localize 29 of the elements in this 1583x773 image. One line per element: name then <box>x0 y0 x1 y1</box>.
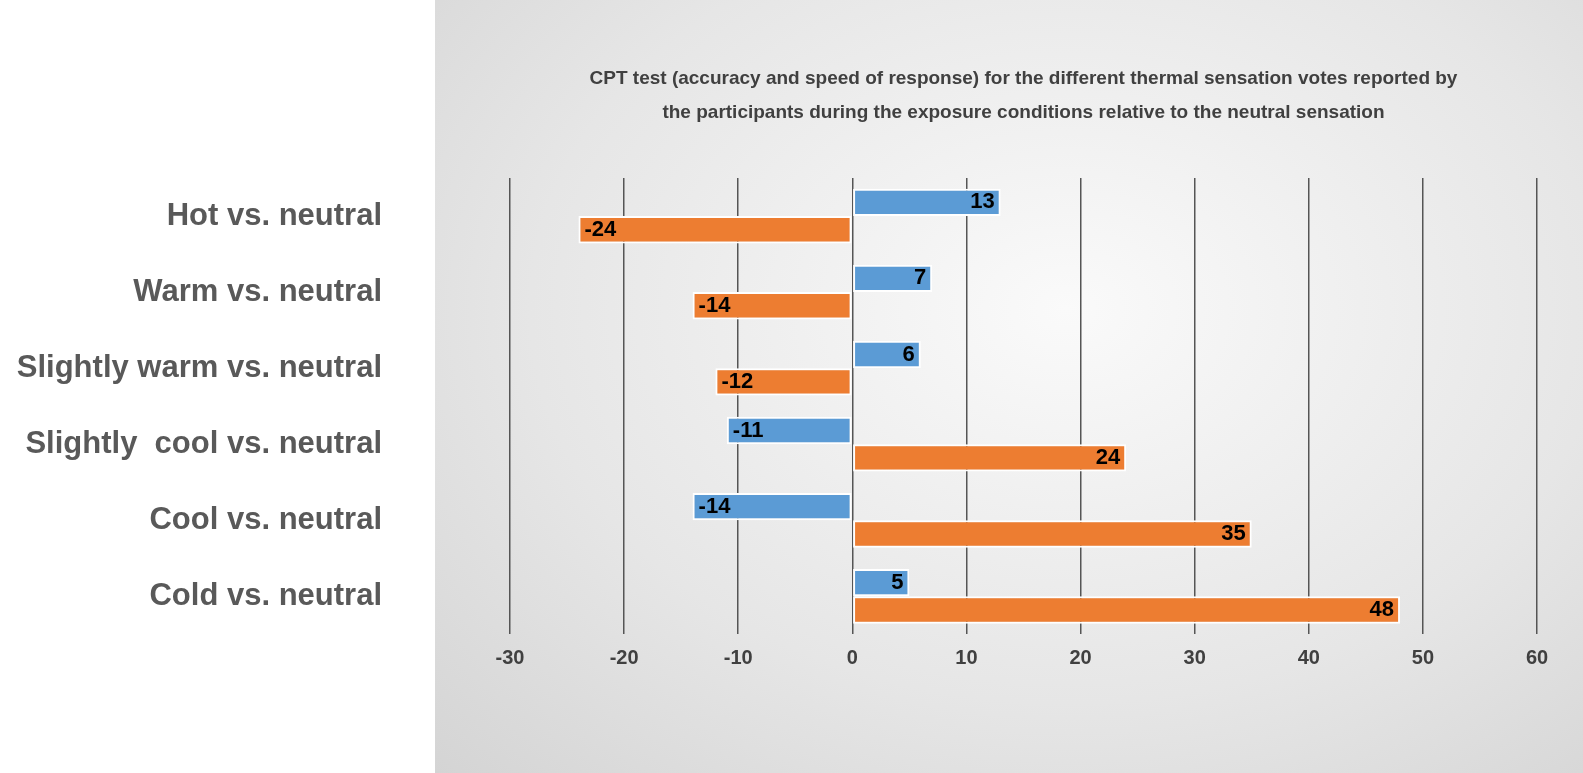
y-tick-label: Hot vs. neutral <box>166 196 382 232</box>
y-tick-label: Warm vs. neutral <box>133 272 382 308</box>
x-tick-label: 30 <box>1183 645 1206 668</box>
data-label: 5 <box>891 568 904 594</box>
x-tick-label: 60 <box>1525 645 1549 668</box>
data-label: -24 <box>584 215 618 241</box>
data-label: -11 <box>732 416 764 442</box>
x-tick-label: 50 <box>1411 645 1435 668</box>
data-label: 24 <box>1095 443 1121 469</box>
data-label: 13 <box>970 188 995 214</box>
data-label: -12 <box>721 367 754 393</box>
x-tick-label: -30 <box>495 645 525 668</box>
x-tick-label: 10 <box>955 645 978 668</box>
x-tick-label: 40 <box>1297 645 1320 668</box>
data-label: 6 <box>902 340 915 366</box>
data-label: -14 <box>698 492 732 518</box>
x-tick-label: 20 <box>1069 645 1092 668</box>
x-tick-label: -10 <box>723 645 753 668</box>
y-tick-label: Slightly cool vs. neutral <box>25 424 382 460</box>
x-tick-label: 0 <box>846 645 858 668</box>
y-tick-label: Slightly warm vs. neutral <box>16 348 382 384</box>
data-label: 48 <box>1369 596 1395 622</box>
y-tick-label: Cool vs. neutral <box>149 500 382 536</box>
chart-title: CPT test (accuracy and speed of response) for the different thermal sensation votes reported by the participants during the exposure conditions relative to the neutral sensation <box>589 67 1458 123</box>
y-tick-label: Cold vs. neutral <box>149 576 382 612</box>
data-label: 7 <box>913 264 927 290</box>
data-label: -14 <box>698 291 732 317</box>
data-label: 35 <box>1221 520 1246 546</box>
x-tick-label: -20 <box>609 645 639 668</box>
